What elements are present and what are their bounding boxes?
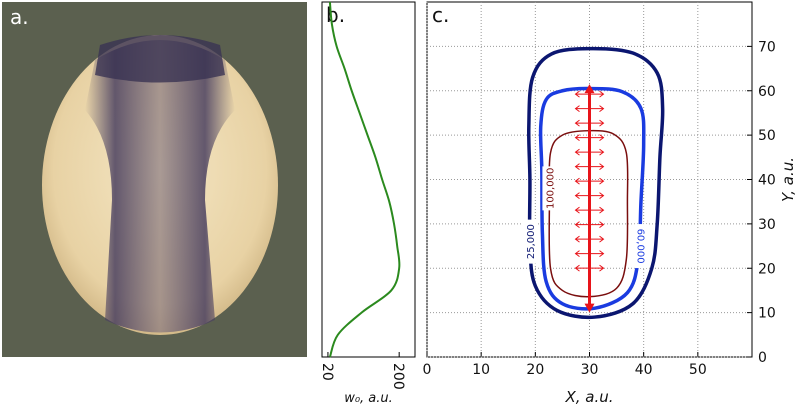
x-tick-label: 0 bbox=[423, 362, 432, 378]
x-tick-label: 200 bbox=[390, 363, 406, 390]
y-tick-label: 0 bbox=[758, 350, 767, 366]
side-arrow bbox=[574, 148, 605, 156]
stain-band bbox=[85, 40, 235, 333]
x-tick-label: 20 bbox=[319, 363, 335, 381]
curve bbox=[328, 1, 401, 358]
y-axis-label: Y, a.u. bbox=[779, 157, 797, 202]
x-axis-label: X, a.u. bbox=[564, 388, 613, 406]
side-arrow bbox=[574, 119, 605, 127]
x-tick-label: 40 bbox=[635, 362, 653, 378]
contour-label-bg bbox=[634, 224, 649, 269]
y-tick-label: 10 bbox=[758, 306, 776, 322]
y-tick-label: 40 bbox=[758, 173, 776, 189]
stain-head bbox=[95, 35, 225, 83]
y-tick-label: 70 bbox=[758, 39, 776, 55]
side-arrow bbox=[574, 134, 605, 141]
contour-label-bg bbox=[542, 166, 557, 211]
contour-label: 100,000 bbox=[545, 168, 556, 209]
y-tick-label: 60 bbox=[758, 84, 776, 100]
side-arrow bbox=[574, 192, 605, 199]
panel-label: c. bbox=[432, 3, 449, 27]
side-arrow bbox=[574, 264, 605, 272]
y-tick-label: 20 bbox=[758, 261, 776, 277]
contour-line bbox=[526, 46, 665, 320]
panel-label: a. bbox=[10, 5, 29, 29]
side-arrow bbox=[574, 221, 605, 228]
contour-label: 60,000 bbox=[635, 229, 646, 264]
side-arrow bbox=[574, 206, 605, 214]
contour-line bbox=[538, 86, 646, 311]
y-tick-label: 30 bbox=[758, 217, 776, 233]
x-tick-label: 30 bbox=[581, 362, 599, 378]
side-arrow bbox=[574, 177, 605, 185]
side-arrow bbox=[574, 90, 605, 98]
y-tick-label: 50 bbox=[758, 128, 776, 144]
x-tick-label: 10 bbox=[472, 362, 490, 378]
arrow-head bbox=[584, 303, 595, 313]
side-arrow bbox=[574, 235, 605, 243]
axes-frame bbox=[321, 1, 416, 358]
x-tick-label: 20 bbox=[526, 362, 544, 378]
x-axis-label: w₀, a.u. bbox=[344, 391, 393, 406]
side-arrow bbox=[574, 163, 605, 170]
side-arrow bbox=[574, 250, 605, 257]
photo-panel: a. bbox=[2, 2, 307, 357]
arrow-head bbox=[584, 84, 595, 94]
side-arrow bbox=[574, 105, 605, 112]
contour-label: 25,000 bbox=[526, 224, 537, 259]
panel-label: b. bbox=[326, 3, 345, 27]
x-tick-label: 50 bbox=[689, 362, 707, 378]
contour-label-bg bbox=[522, 219, 537, 264]
